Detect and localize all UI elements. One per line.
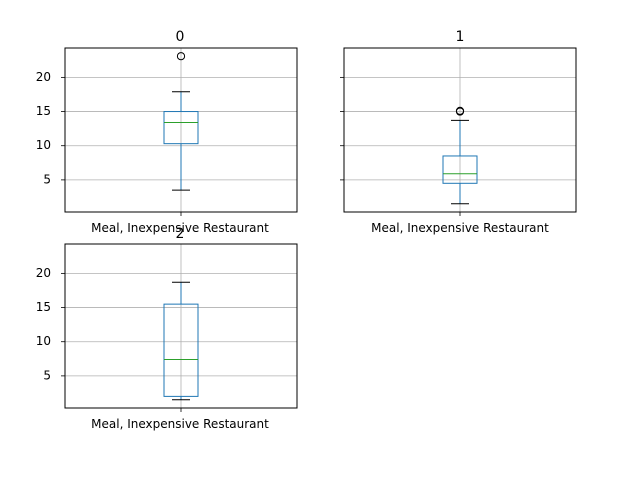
box-plot [163, 52, 199, 191]
subplot-title: 2 [176, 226, 185, 242]
gridlines [65, 244, 297, 412]
y-tick-label: 5 [43, 368, 51, 382]
y-tick-label: 15 [36, 104, 51, 118]
y-tick-label: 5 [43, 172, 51, 186]
box-plot [163, 281, 199, 401]
plot-frame [64, 47, 298, 213]
box-iqr [442, 155, 478, 184]
x-tick-label: Meal, Inexpensive Restaurant [91, 221, 269, 235]
box-iqr [163, 303, 199, 397]
x-tick-label: Meal, Inexpensive Restaurant [371, 221, 549, 235]
x-tick-label: Meal, Inexpensive Restaurant [91, 417, 269, 431]
plot-frame [343, 47, 577, 213]
outlier-point [176, 52, 186, 61]
subplot-0: 0 5 10 15 20 Meal, Inexpensive Restauran… [36, 29, 298, 235]
y-axis: 5 10 15 20 [36, 266, 65, 382]
gridlines [65, 48, 297, 216]
subplot-1: 1 Meal, Inexpensive Restaurant [340, 29, 577, 235]
subplot-2: 2 5 10 15 20 Meal, Inexpensive Restauran… [36, 226, 298, 431]
subplot-title: 0 [176, 29, 185, 45]
y-tick-label: 15 [36, 300, 51, 314]
outlier-point [455, 106, 465, 115]
y-tick-label: 10 [36, 334, 51, 348]
box-plot [442, 106, 478, 205]
y-axis [340, 76, 344, 181]
y-tick-label: 20 [36, 70, 51, 84]
plot-frame [64, 243, 298, 409]
y-tick-label: 10 [36, 138, 51, 152]
box-iqr [163, 111, 199, 145]
y-tick-label: 20 [36, 266, 51, 280]
gridlines [344, 48, 576, 216]
y-axis: 5 10 15 20 [36, 70, 65, 186]
subplot-title: 1 [456, 29, 465, 45]
